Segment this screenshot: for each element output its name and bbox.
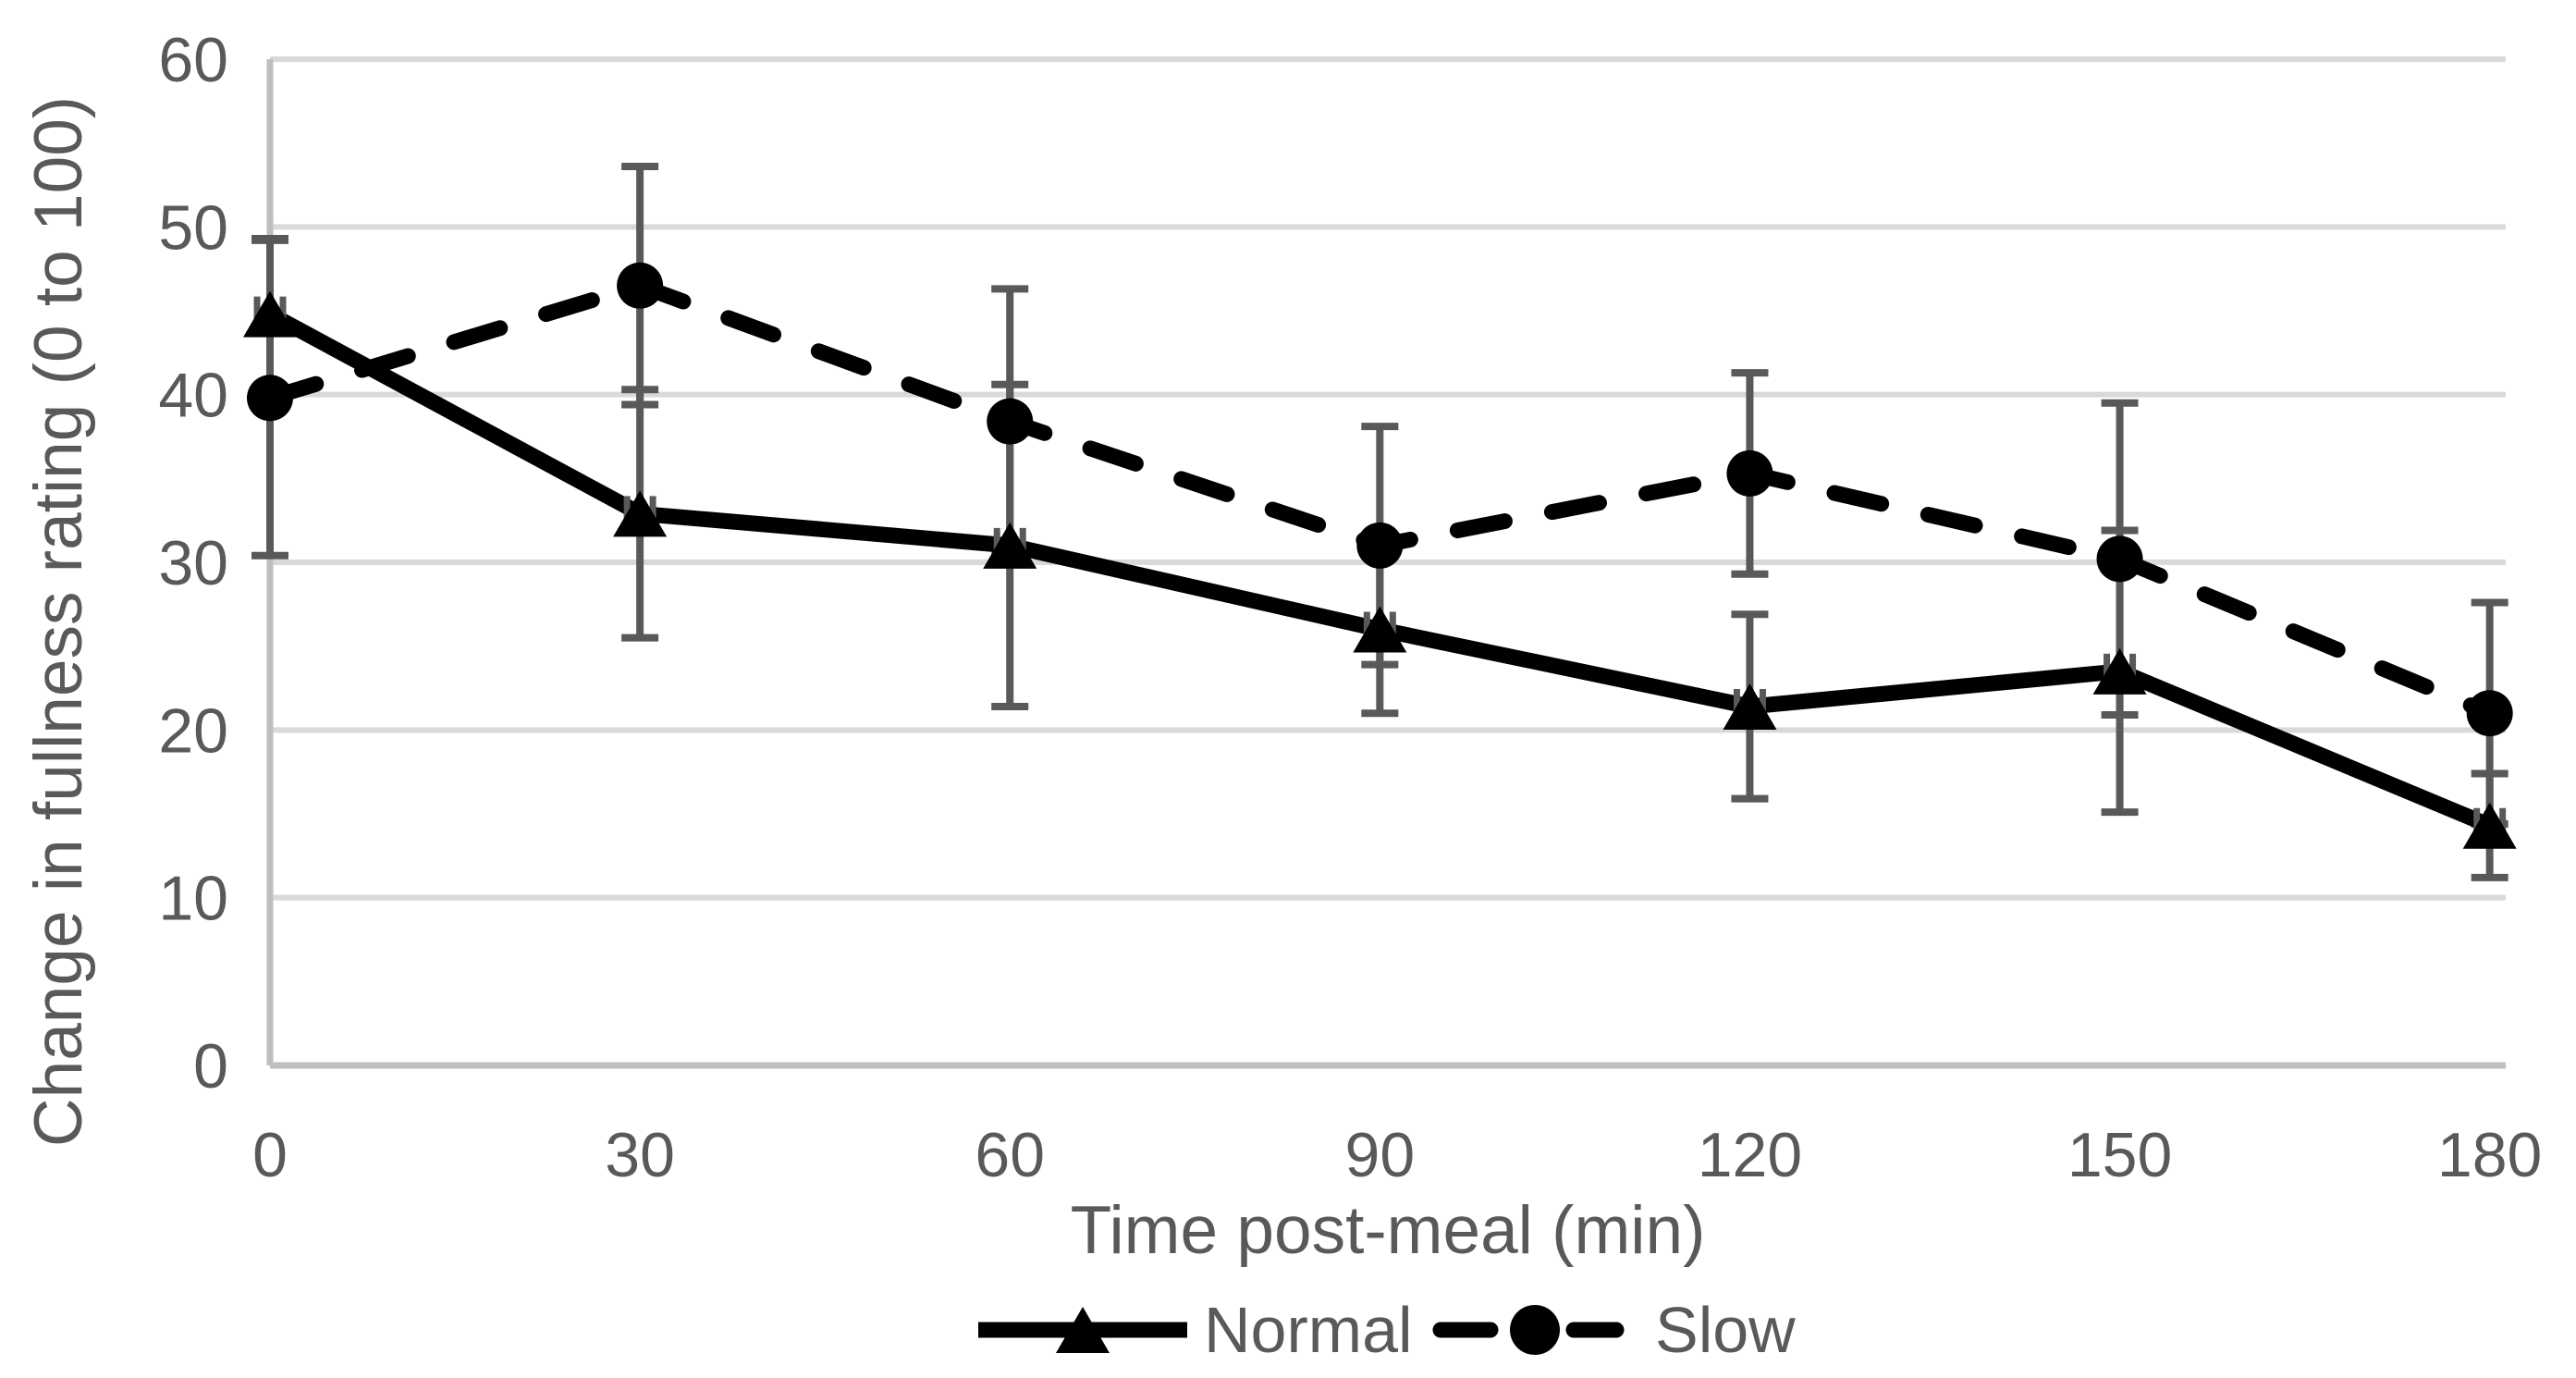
marker-triangle-t180	[2462, 802, 2517, 849]
marker-triangle-t90	[1353, 606, 1407, 653]
error-bars	[251, 163, 2509, 881]
marker-triangle-t120	[1723, 683, 1777, 730]
x-tick-label-180: 180	[2437, 1120, 2542, 1190]
marker-circle-t150	[2096, 535, 2143, 583]
legend-slow-label: Slow	[1655, 1294, 1796, 1366]
y-tick-label-0: 0	[193, 1031, 228, 1101]
x-tick-labels: 0 30 60 90 120 150 180	[252, 1120, 2542, 1190]
y-tick-label-10: 10	[158, 864, 228, 934]
x-tick-label-120: 120	[1698, 1120, 1802, 1190]
y-axis-title: Change in fullness rating (0 to 100)	[21, 96, 96, 1147]
y-tick-label-30: 30	[158, 528, 228, 598]
marker-circle-t30	[617, 262, 664, 309]
gridlines	[270, 56, 2506, 901]
marker-circle-t180	[2466, 690, 2513, 737]
legend-slow-circle-icon	[1510, 1305, 1560, 1355]
marker-triangle-t60	[983, 522, 1037, 569]
y-tick-label-50: 50	[158, 192, 228, 263]
marker-triangle-t0	[243, 290, 297, 338]
x-axis-title: Time post-meal (min)	[1071, 1193, 1706, 1268]
x-tick-label-150: 150	[2067, 1120, 2172, 1190]
series-markers	[243, 262, 2517, 849]
y-tick-label-60: 60	[158, 25, 228, 95]
legend-normal-label: Normal	[1204, 1294, 1413, 1366]
marker-circle-t0	[247, 375, 293, 422]
legend: Normal Slow	[978, 1294, 1796, 1366]
y-tick-label-40: 40	[158, 361, 228, 431]
marker-circle-t90	[1356, 522, 1404, 569]
x-tick-label-30: 30	[605, 1120, 675, 1190]
marker-circle-t120	[1726, 449, 1773, 497]
x-tick-label-60: 60	[975, 1120, 1045, 1190]
y-tick-label-20: 20	[158, 695, 228, 766]
y-tick-labels: 0 10 20 30 40 50 60	[158, 25, 228, 1101]
x-tick-label-90: 90	[1345, 1120, 1416, 1190]
marker-triangle-t150	[2092, 647, 2147, 695]
x-tick-label-0: 0	[252, 1120, 288, 1190]
marker-triangle-t30	[613, 490, 668, 537]
legend-normal-triangle-icon	[1056, 1307, 1110, 1353]
axis-lines	[266, 59, 2506, 1069]
marker-circle-t60	[987, 398, 1034, 445]
